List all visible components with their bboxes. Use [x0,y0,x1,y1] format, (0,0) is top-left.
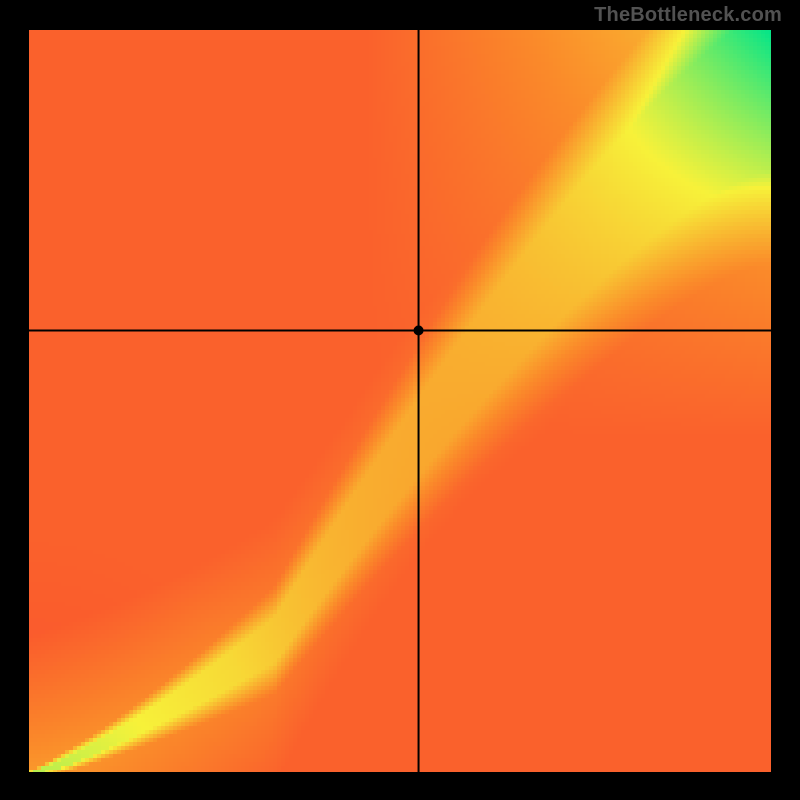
chart-container: TheBottleneck.com [0,0,800,800]
bottleneck-heatmap [29,30,771,772]
watermark-text: TheBottleneck.com [594,4,782,27]
